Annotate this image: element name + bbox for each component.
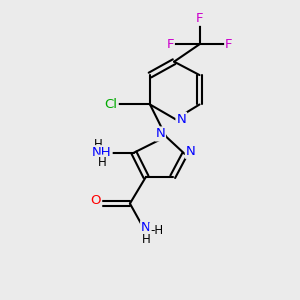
Text: N: N xyxy=(186,145,196,158)
Text: -H: -H xyxy=(150,224,163,237)
Text: F: F xyxy=(225,38,233,51)
Text: H: H xyxy=(93,138,102,151)
Text: N: N xyxy=(141,221,151,234)
Text: F: F xyxy=(166,38,174,51)
Text: H: H xyxy=(98,155,106,169)
Text: Cl: Cl xyxy=(105,98,118,111)
Text: O: O xyxy=(91,194,101,207)
Text: H: H xyxy=(142,233,150,246)
Text: NH: NH xyxy=(92,146,112,159)
Text: N: N xyxy=(176,113,186,126)
Text: N: N xyxy=(155,128,165,140)
Text: F: F xyxy=(196,12,203,25)
